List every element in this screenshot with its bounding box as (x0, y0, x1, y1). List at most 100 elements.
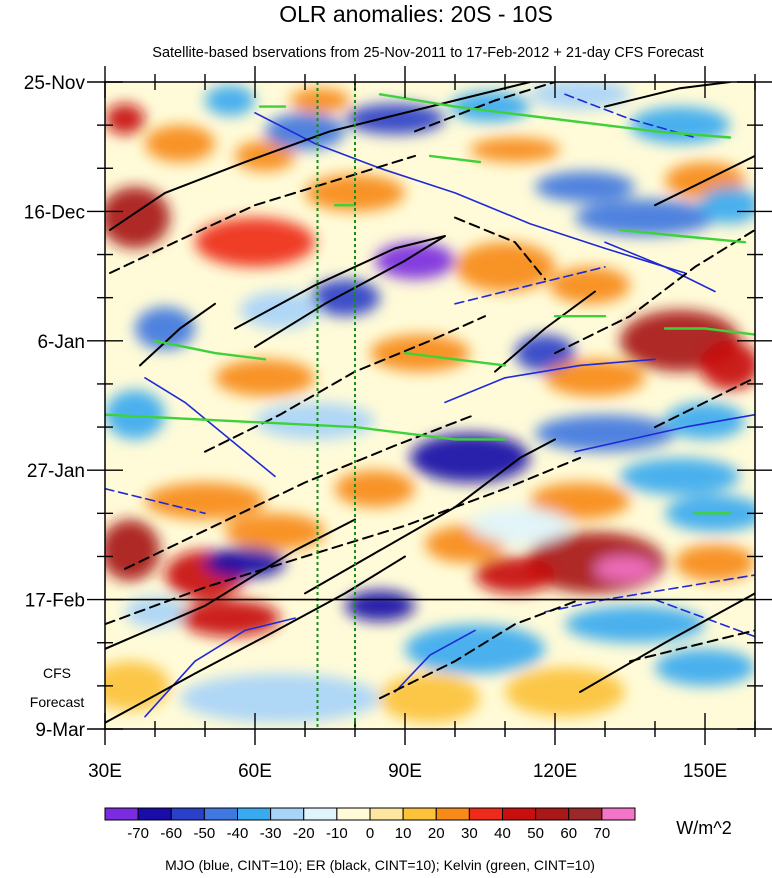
olr-anomaly-cell-53 (405, 624, 545, 674)
kelvin-contour-5 (618, 228, 747, 244)
olr-anomaly-cell-57 (105, 661, 170, 711)
colorbar-swatch-12 (502, 807, 537, 821)
olr-anomaly-cell-3 (290, 88, 350, 113)
er-contour-negative-9 (654, 376, 755, 429)
olr-anomaly-cell-30 (105, 390, 165, 440)
olr-anomaly-cell-49 (470, 507, 570, 545)
olr-anomaly-cell-27 (545, 359, 645, 397)
y-tick-label: 25-Nov (24, 73, 86, 94)
olr-anomaly-cell-21 (550, 266, 630, 304)
olr-anomaly-cell-48 (475, 556, 555, 594)
olr-anomaly-cell-54 (565, 605, 705, 643)
olr-anomaly-cell-34 (665, 402, 745, 440)
olr-anomaly-cell-52 (180, 599, 280, 637)
x-tick-label: 60E (238, 761, 272, 782)
colorbar-swatch-4 (237, 807, 272, 821)
colorbar-swatch-13 (535, 807, 570, 821)
olr-anomaly-cell-24 (515, 334, 575, 372)
plot-area (105, 82, 755, 729)
olr-anomaly-cell-50 (675, 544, 755, 582)
mjo-contour-3 (394, 629, 476, 693)
forecast-label-line2: Forecast (30, 694, 85, 710)
olr-anomaly-cell-56 (180, 673, 380, 723)
colorbar-label: -30 (260, 825, 282, 842)
colorbar-label: 70 (594, 825, 611, 842)
colorbar-label: 60 (560, 825, 577, 842)
colorbar-label: 30 (461, 825, 478, 842)
olr-anomaly-cell-37 (145, 482, 265, 520)
colorbar-label: 20 (428, 825, 445, 842)
colorbar-swatch-10 (435, 807, 470, 821)
olr-anomaly-cell-2 (235, 140, 295, 172)
olr-anomaly-cell-44 (345, 590, 415, 622)
colorbar-label: 0 (366, 825, 374, 842)
colorbar-swatch-2 (170, 807, 205, 821)
er-contour-7 (579, 592, 755, 693)
x-tick-label: 90E (388, 761, 422, 782)
olr-anomaly-cell-33 (535, 414, 675, 452)
olr-anomaly-cell-16 (195, 217, 315, 267)
mjo-contour-0 (254, 112, 686, 274)
er-contour-2 (234, 235, 446, 348)
er-contour-6 (105, 555, 406, 724)
colorbar-label: 40 (494, 825, 511, 842)
olr-anomaly-cell-47 (595, 556, 655, 582)
er-contour-negative-5 (554, 228, 755, 355)
kelvin-contour-6 (663, 327, 755, 336)
olr-anomaly-cell-6 (345, 103, 445, 135)
olr-anomaly-cell-19 (310, 279, 380, 317)
colorbar-units: W/m^2 (676, 818, 731, 838)
olr-anomaly-cell-29 (215, 359, 315, 397)
olr-anomaly-cell-12 (535, 171, 635, 203)
mjo-contour-6 (604, 241, 716, 293)
y-tick-label: 17-Feb (25, 591, 85, 612)
er-contour-8 (654, 154, 755, 207)
er-contour-negative-6 (414, 82, 556, 133)
chart-subtitle: Satellite-based bservations from 25-Nov-… (152, 45, 703, 61)
mjo-contour-4 (574, 413, 755, 453)
colorbar-swatch-5 (270, 807, 305, 821)
olr-anomaly-cell-40 (105, 519, 160, 582)
colorbar-label: 50 (527, 825, 544, 842)
x-tick-label: 120E (533, 761, 577, 782)
er-contour-9 (604, 82, 731, 108)
olr-anomaly-cell-42 (225, 513, 325, 551)
forecast-label-line1: CFS (43, 665, 71, 681)
colorbar-swatch-14 (568, 807, 603, 821)
mjo-contour-5 (444, 358, 656, 404)
x-tick-label: 150E (683, 761, 727, 782)
colorbar-swatch-0 (104, 807, 139, 821)
colorbar-label: -10 (326, 825, 348, 842)
colorbar-label: -50 (194, 825, 216, 842)
mjo-contour-negative-4 (544, 574, 755, 613)
wave-contours (105, 82, 755, 724)
colorbar: -70 -60 -50 -40 -30 -20 -10 0 10 20 30 40 50 60 70 (104, 807, 636, 842)
colorbar-swatch-7 (336, 807, 371, 821)
chart-title: OLR anomalies: 20S - 10S (279, 1, 553, 27)
er-contour-negative-0 (109, 154, 416, 274)
kelvin-contour-1 (153, 339, 267, 361)
y-tick-label: 9-Mar (35, 720, 85, 741)
colorbar-swatch-15 (601, 807, 636, 821)
colorbar-label: -20 (293, 825, 315, 842)
olr-anomaly-cell-22 (135, 306, 195, 351)
mjo-contour-negative-0 (564, 93, 696, 139)
colorbar-label: -60 (160, 825, 182, 842)
olr-anomaly-cell-14 (700, 186, 755, 224)
colorbar-swatch-6 (303, 807, 338, 821)
er-contour-negative-7 (629, 629, 755, 663)
mjo-contour-negative-3 (105, 487, 206, 515)
colorbar-label: -40 (227, 825, 249, 842)
olr-anomaly-cell-59 (380, 673, 480, 723)
kelvin-contour-2 (403, 351, 507, 367)
olr-anomaly-cell-32 (410, 433, 530, 483)
x-axis: 30E 60E 90E 120E 150E (88, 66, 756, 782)
olr-anomaly-cell-10 (470, 137, 560, 163)
olr-anomaly-cell-26 (700, 340, 755, 391)
mjo-contour-2 (144, 617, 296, 718)
olr-anomaly-cell-23 (240, 291, 320, 329)
colorbar-swatch-3 (203, 807, 238, 821)
er-contour-0 (109, 82, 531, 231)
olr-anomaly-cell-58 (505, 667, 625, 717)
